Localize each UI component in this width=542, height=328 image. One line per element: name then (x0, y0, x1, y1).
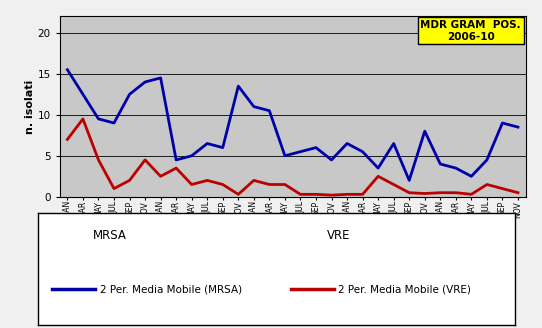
Text: VRE: VRE (327, 229, 350, 242)
Point (287, 287, 294, 291)
Text: 2 Per. Media Mobile (VRE): 2 Per. Media Mobile (VRE) (338, 284, 472, 294)
Text: 2 Per. Media Mobile (MRSA): 2 Per. Media Mobile (MRSA) (100, 284, 242, 294)
Point (49, 287, 55, 291)
Text: MDR GRAM  POS.
2006-10: MDR GRAM POS. 2006-10 (421, 20, 521, 42)
Text: MRSA: MRSA (93, 229, 126, 242)
Y-axis label: n. isolati: n. isolati (24, 79, 35, 134)
Point (331, 287, 337, 291)
Point (92, 287, 99, 291)
